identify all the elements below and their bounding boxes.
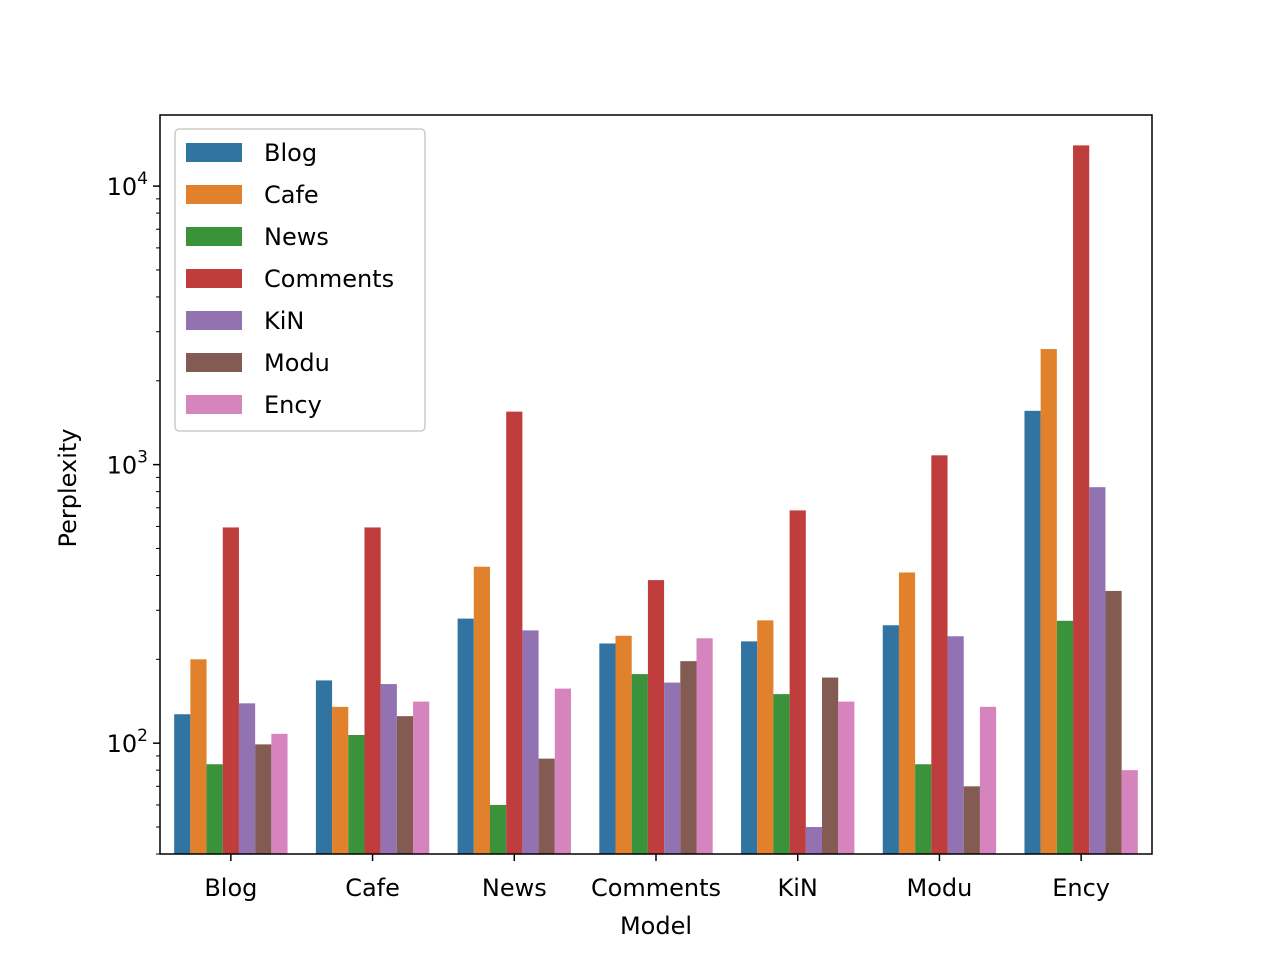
legend-swatch-comments: [186, 269, 242, 288]
bar-blog-cafe: [315, 680, 333, 854]
bar-ency-cafe: [413, 701, 430, 854]
legend-label-modu: Modu: [264, 349, 330, 377]
bar-comments-modu: [931, 455, 948, 854]
bar-kin-news: [522, 630, 539, 854]
bar-cafe-news: [473, 566, 490, 854]
x-tick-label: News: [482, 874, 547, 902]
bar-news-news: [489, 804, 507, 854]
bar-modu-modu: [963, 786, 980, 854]
legend-swatch-blog: [186, 143, 242, 162]
bar-modu-news: [538, 758, 555, 854]
y-tick-label: 104: [107, 169, 148, 201]
bar-news-comments: [631, 674, 648, 854]
x-tick-label: Modu: [907, 874, 973, 902]
legend-label-ency: Ency: [264, 391, 322, 419]
y-tick-label: 103: [107, 448, 148, 480]
bar-cafe-modu: [898, 572, 916, 854]
bar-comments-news: [506, 411, 523, 854]
legend-swatch-news: [186, 227, 242, 246]
x-tick-label: KiN: [778, 874, 818, 902]
x-tick-label: Comments: [591, 874, 721, 902]
bar-kin-comments: [664, 682, 681, 854]
bar-cafe-comments: [615, 635, 632, 854]
legend-swatch-cafe: [186, 185, 242, 204]
bar-comments-cafe: [364, 527, 381, 854]
legend-swatch-ency: [186, 395, 242, 414]
bar-ency-comments: [696, 638, 713, 854]
bar-comments-comments: [647, 580, 665, 854]
bar-news-kin: [773, 694, 790, 854]
x-axis: Blog Cafe News Comments KiN Modu Ency: [204, 854, 1110, 902]
bar-news-modu: [915, 764, 932, 854]
bar-cafe-blog: [190, 659, 207, 854]
y-axis: 102 103 104: [107, 169, 160, 855]
bar-blog-news: [457, 618, 474, 854]
bar-blog-kin: [741, 641, 758, 854]
bar-ency-ency: [1121, 770, 1138, 854]
bars-layer: [174, 145, 1138, 854]
bar-kin-cafe: [380, 684, 397, 854]
bar-modu-kin: [822, 677, 839, 854]
bar-kin-blog: [238, 703, 256, 854]
bar-news-ency: [1056, 620, 1074, 854]
x-axis-title: Model: [620, 912, 692, 940]
bar-ency-kin: [838, 701, 855, 854]
bar-blog-ency: [1024, 410, 1041, 854]
bar-comments-ency: [1073, 145, 1090, 854]
legend-swatch-modu: [186, 353, 242, 372]
bar-news-blog: [206, 764, 223, 854]
x-tick-label: Ency: [1052, 874, 1110, 902]
bar-modu-cafe: [396, 716, 414, 854]
bar-blog-blog: [174, 714, 191, 854]
bar-cafe-cafe: [332, 706, 349, 854]
legend-label-blog: Blog: [264, 139, 317, 167]
y-tick-label: 102: [107, 726, 148, 758]
legend-label-news: News: [264, 223, 329, 251]
bar-blog-modu: [882, 625, 899, 854]
bar-modu-blog: [255, 744, 272, 854]
legend-swatch-kin: [186, 311, 242, 330]
legend-label-comments: Comments: [264, 265, 394, 293]
bar-ency-blog: [271, 733, 288, 854]
bar-cafe-kin: [757, 620, 774, 854]
bar-news-cafe: [348, 734, 365, 854]
bar-cafe-ency: [1040, 349, 1057, 854]
bar-comments-kin: [789, 510, 806, 854]
bar-kin-kin: [805, 827, 823, 854]
bar-blog-comments: [599, 643, 616, 854]
x-tick-label: Blog: [204, 874, 257, 902]
legend: Blog Cafe News Comments KiN Modu Ency: [174, 128, 426, 432]
bar-kin-ency: [1089, 487, 1106, 854]
bar-comments-blog: [222, 527, 239, 854]
legend-label-kin: KiN: [264, 307, 304, 335]
x-tick-label: Cafe: [345, 874, 400, 902]
bar-ency-news: [554, 688, 571, 854]
bar-modu-ency: [1105, 590, 1122, 854]
bar-kin-modu: [947, 636, 964, 854]
y-axis-title: Perplexity: [54, 429, 82, 548]
legend-label-cafe: Cafe: [264, 181, 319, 209]
bar-modu-comments: [680, 661, 697, 854]
bar-ency-modu: [979, 706, 997, 854]
